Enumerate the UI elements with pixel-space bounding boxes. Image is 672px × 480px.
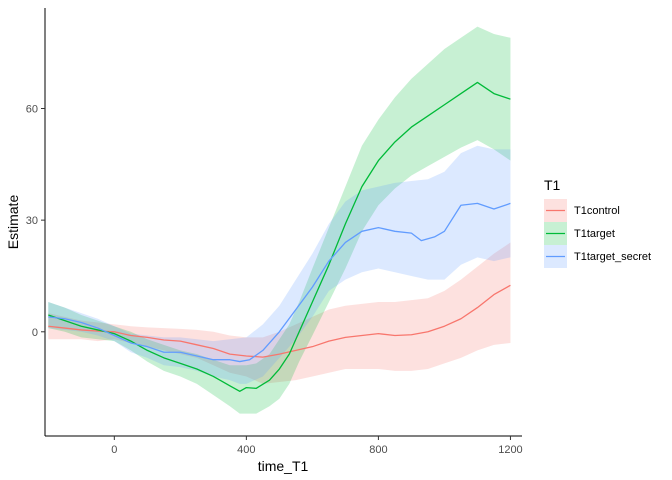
axes: 0 400 800 1200 0 30 60	[26, 8, 523, 456]
x-tick-label: 400	[237, 444, 255, 456]
y-tick-label: 60	[26, 103, 38, 115]
legend-item-t1target: T1target	[544, 222, 615, 245]
series-line-t1target	[48, 81, 511, 392]
confidence-band-t1target-secret	[48, 145, 511, 384]
x-tick-label: 800	[369, 444, 387, 456]
y-tick-label: 30	[26, 215, 38, 227]
legend-label: T1control	[574, 205, 620, 217]
legend-title: T1	[544, 177, 561, 193]
y-axis-title: Estimate	[5, 195, 21, 250]
x-axis-ticks: 0 400 800 1200	[111, 436, 523, 456]
legend: T1 T1control T1target T1target_secret	[544, 177, 651, 268]
legend-item-t1control: T1control	[544, 199, 620, 222]
y-tick-label: 0	[32, 327, 38, 339]
confidence-band-t1control	[48, 242, 511, 384]
y-axis-ticks: 0 30 60	[26, 103, 45, 339]
series-lines	[48, 81, 511, 392]
legend-item-t1target-secret: T1target_secret	[544, 245, 651, 268]
confidence-band-t1target	[48, 26, 511, 414]
legend-label: T1target_secret	[574, 251, 651, 263]
series-line-t1target-secret	[48, 202, 511, 363]
x-tick-label: 1200	[498, 444, 522, 456]
x-tick-label: 0	[111, 444, 117, 456]
series-line-t1control	[48, 284, 511, 358]
x-axis-title: time_T1	[258, 458, 309, 474]
confidence-bands	[48, 26, 511, 414]
legend-label: T1target	[574, 228, 615, 240]
